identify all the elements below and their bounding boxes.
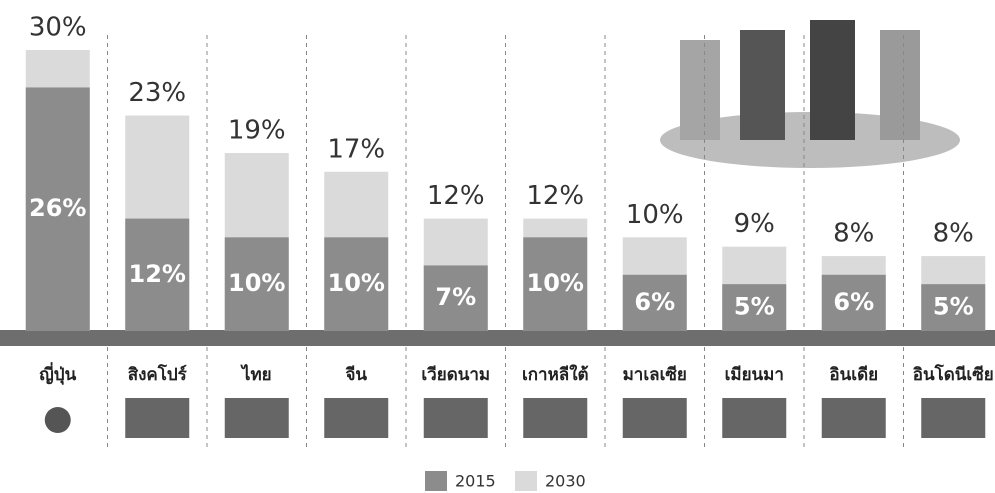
flag xyxy=(722,398,787,438)
flag xyxy=(821,398,886,438)
legend-swatch xyxy=(515,471,537,491)
value-label: 8% xyxy=(933,219,974,249)
bar xyxy=(423,265,488,331)
x-tick-label: จีน xyxy=(345,364,367,385)
flag xyxy=(622,398,687,438)
separators xyxy=(107,35,904,450)
flag xyxy=(523,398,588,438)
legend-label: 2015 xyxy=(455,472,496,491)
x-tick-label: เกาหลีใต้ xyxy=(522,364,589,385)
bar xyxy=(622,274,687,331)
flag xyxy=(224,398,289,438)
baseline xyxy=(0,330,995,346)
value-label: 10% xyxy=(328,269,385,297)
value-label: 23% xyxy=(128,78,186,108)
value-label: 30% xyxy=(29,13,87,43)
value-label: 9% xyxy=(734,209,775,239)
x-tick-label: เมียนมา xyxy=(725,364,784,385)
value-label: 7% xyxy=(435,283,476,311)
bar xyxy=(125,218,190,331)
x-tick-label: อินเดีย xyxy=(829,364,878,385)
value-label: 17% xyxy=(327,134,385,164)
bar xyxy=(25,87,90,331)
x-tick-label: ญี่ปุ่น xyxy=(39,362,76,385)
value-label: 5% xyxy=(933,293,974,321)
value-label: 10% xyxy=(228,269,285,297)
flag xyxy=(423,398,488,438)
value-label: 26% xyxy=(29,194,86,222)
flag xyxy=(44,407,71,433)
x-tick-label: อินโดนีเซีย xyxy=(913,364,994,385)
flag xyxy=(324,398,389,438)
x-tick-label: สิงคโปร์ xyxy=(128,364,188,385)
flags xyxy=(44,398,986,438)
value-label: 6% xyxy=(833,288,874,316)
value-label: 10% xyxy=(626,200,684,230)
x-tick-label: มาเลเซีย xyxy=(623,364,687,385)
flag xyxy=(921,398,986,438)
flag xyxy=(125,398,190,438)
bar xyxy=(523,237,588,331)
bar xyxy=(921,284,986,331)
bar xyxy=(722,284,787,331)
illustration xyxy=(660,20,960,168)
value-label: 12% xyxy=(427,181,485,211)
value-label: 5% xyxy=(734,293,775,321)
value-label: 8% xyxy=(833,219,874,249)
legend-swatch xyxy=(425,471,447,491)
x-tick-label: เวียดนาม xyxy=(421,364,490,385)
value-label: 12% xyxy=(129,260,186,288)
x-tick-label: ไทย xyxy=(240,364,272,385)
value-label: 6% xyxy=(634,288,675,316)
bar xyxy=(224,237,289,331)
value-label: 19% xyxy=(228,116,286,146)
legend-label: 2030 xyxy=(545,472,586,491)
bar xyxy=(821,274,886,331)
value-label: 10% xyxy=(527,269,584,297)
value-label: 12% xyxy=(526,181,584,211)
bar xyxy=(324,237,389,331)
